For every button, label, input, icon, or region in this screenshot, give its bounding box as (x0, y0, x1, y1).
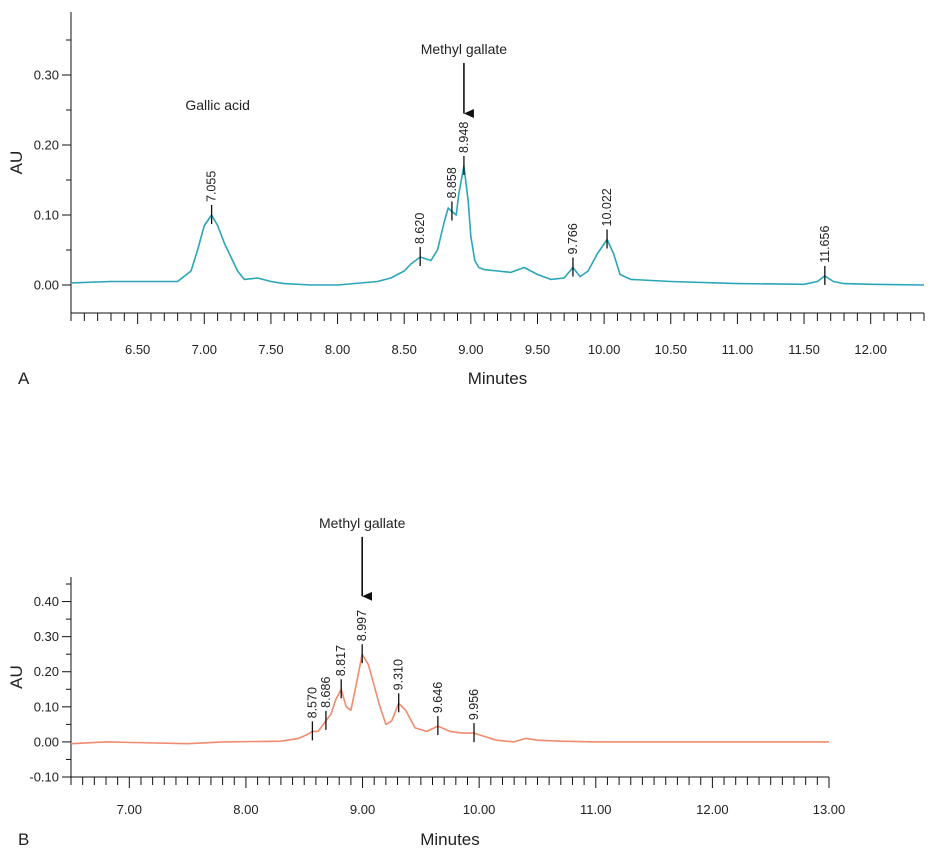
x-tick-label: 8.50 (392, 342, 417, 357)
y-axis-title: AU (7, 151, 26, 175)
peak-retention-label: 7.055 (205, 171, 219, 202)
peak-retention-label: 9.766 (566, 223, 580, 254)
peak-retention-label: 8.858 (445, 167, 459, 198)
x-tick-label: 8.00 (233, 802, 258, 817)
peak-retention-label: 11.656 (818, 226, 832, 263)
y-tick-label: 0.20 (34, 664, 59, 679)
peak-retention-label: 8.817 (334, 645, 348, 676)
peak-retention-label: 8.570 (305, 687, 319, 718)
x-tick-label: 6.50 (125, 342, 150, 357)
peak-retention-label: 8.948 (457, 122, 471, 153)
peak-retention-label: 10.022 (600, 188, 614, 226)
y-tick-label: 0.20 (34, 138, 59, 153)
y-tick-label: 0.00 (34, 278, 59, 293)
x-tick-label: 9.00 (350, 802, 375, 817)
x-tick-label: 7.00 (192, 342, 217, 357)
y-tick-label: 0.30 (34, 629, 59, 644)
chromatogram-panel-a: 6.50 7.00 7.50 8.00 8.50 9.00 9.50 10.00 10.50 11… (7, 12, 925, 388)
chromatogram-panel-b: 7.00 8.00 9.00 10.00 11.00 12.00 13.00 -0.10 0.0… (7, 515, 845, 849)
x-tick-label: 13.00 (813, 802, 846, 817)
y-tick-label: 0.40 (34, 594, 59, 609)
y-axis-title: AU (7, 665, 26, 689)
x-tick-label: 11.00 (722, 342, 754, 357)
y-tick-label: 0.00 (34, 734, 59, 749)
peak-retention-label: 8.686 (319, 677, 333, 708)
compound-annotation: Gallic acid (185, 97, 250, 113)
x-tick-label: 11.50 (788, 342, 820, 357)
x-tick-label: 8.00 (325, 342, 350, 357)
chromatogram-trace (70, 165, 925, 286)
x-tick-label: 7.00 (117, 802, 142, 817)
panel-label: B (18, 830, 29, 849)
panel-label: A (18, 369, 30, 388)
y-tick-label: -0.10 (29, 770, 59, 785)
y-tick-label: 0.10 (34, 699, 59, 714)
chromatogram-trace (70, 653, 829, 745)
x-tick-label: 9.50 (525, 342, 550, 357)
peak-retention-label: 8.997 (355, 610, 369, 641)
peak-retention-label: 8.620 (413, 213, 427, 244)
x-tick-label: 12.00 (696, 802, 729, 817)
x-tick-label: 7.50 (258, 342, 283, 357)
y-tick-label: 0.10 (34, 208, 59, 223)
compound-annotation: Methyl gallate (319, 515, 406, 531)
peak-retention-label: 9.956 (467, 689, 481, 720)
x-tick-label: 11.00 (580, 802, 612, 817)
x-tick-label: 10.50 (654, 342, 687, 357)
x-axis-title: Minutes (468, 369, 528, 388)
x-tick-label: 9.00 (458, 342, 483, 357)
peak-retention-label: 9.646 (431, 682, 445, 713)
x-tick-label: 10.00 (463, 802, 496, 817)
x-tick-label: 10.00 (588, 342, 621, 357)
compound-annotation: Methyl gallate (421, 41, 508, 57)
x-tick-label: 12.00 (854, 342, 887, 357)
peak-retention-label: 9.310 (392, 659, 406, 690)
x-axis-title: Minutes (420, 830, 480, 849)
y-tick-label: 0.30 (34, 68, 59, 83)
